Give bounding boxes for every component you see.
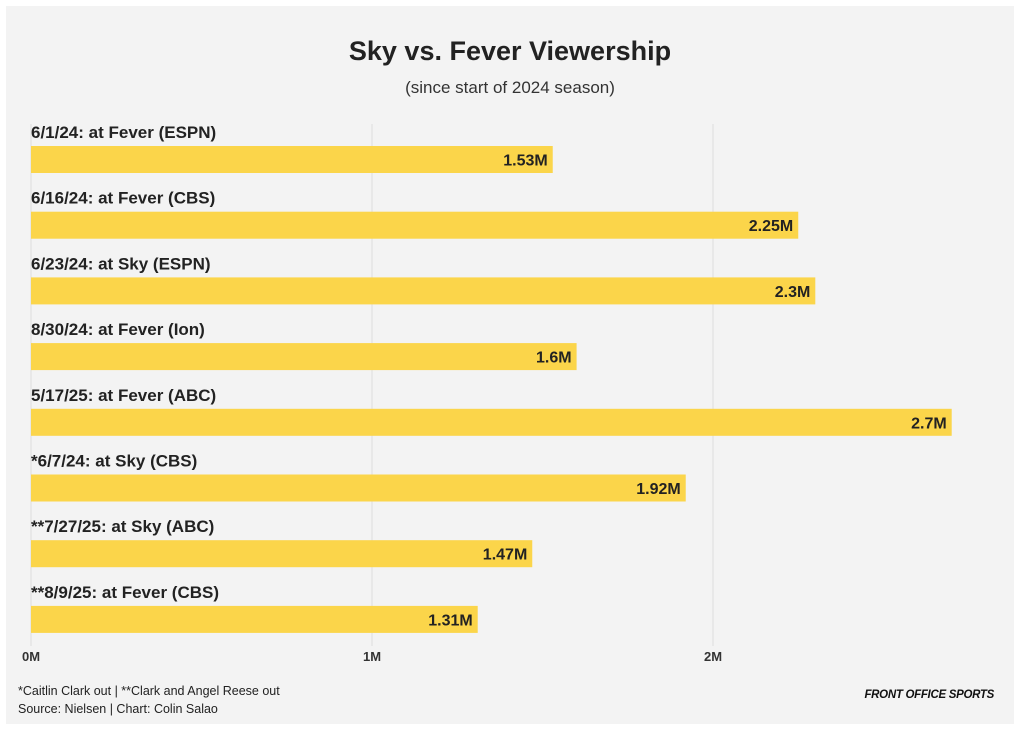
bar-value-label: 1.31M — [428, 612, 472, 629]
bar-value-label: 1.6M — [536, 350, 572, 367]
bar-value-label: 2.25M — [749, 218, 793, 235]
chart-subtitle: (since start of 2024 season) — [405, 78, 615, 97]
x-tick-label: 0M — [22, 649, 40, 664]
category-label: 5/17/25: at Fever (ABC) — [31, 386, 216, 405]
x-tick-label: 1M — [363, 649, 381, 664]
bar — [31, 474, 686, 502]
bar-chart: 0M 1M 2M 6/1/24: at Fever (ESPN) 1.53M 6/16/2… — [22, 123, 952, 664]
category-label: **7/27/25: at Sky (ABC) — [31, 517, 214, 536]
bar — [31, 605, 478, 633]
category-label: 6/16/24: at Fever (CBS) — [31, 189, 215, 208]
bar — [31, 540, 533, 568]
brand-logo: FRONT OFFICE SPORTS — [864, 689, 994, 701]
category-label: *6/7/24: at Sky (CBS) — [31, 452, 197, 471]
category-label: 8/30/24: at Fever (Ion) — [31, 320, 205, 339]
category-label: 6/23/24: at Sky (ESPN) — [31, 254, 211, 273]
bar-value-label: 1.92M — [636, 481, 680, 498]
bar — [31, 146, 553, 173]
bar — [31, 277, 816, 305]
bar-value-label: 2.7M — [911, 415, 947, 432]
bar-value-label: 1.53M — [503, 153, 547, 170]
category-label: **8/9/25: at Fever (CBS) — [31, 583, 219, 602]
bar — [31, 343, 577, 371]
bar — [31, 211, 799, 239]
bar-value-label: 2.3M — [775, 284, 811, 301]
footnote: *Caitlin Clark out | **Clark and Angel R… — [18, 684, 280, 698]
category-label: 6/1/24: at Fever (ESPN) — [31, 123, 216, 142]
bar-value-label: 1.47M — [483, 547, 527, 564]
chart-title: Sky vs. Fever Viewership — [348, 36, 672, 66]
bar — [31, 408, 952, 436]
x-tick-label: 2M — [704, 649, 722, 664]
chart-panel: Sky vs. Fever Viewership (since start of… — [6, 6, 1014, 724]
source-credit: Source: Nielsen | Chart: Colin Salao — [18, 702, 218, 716]
